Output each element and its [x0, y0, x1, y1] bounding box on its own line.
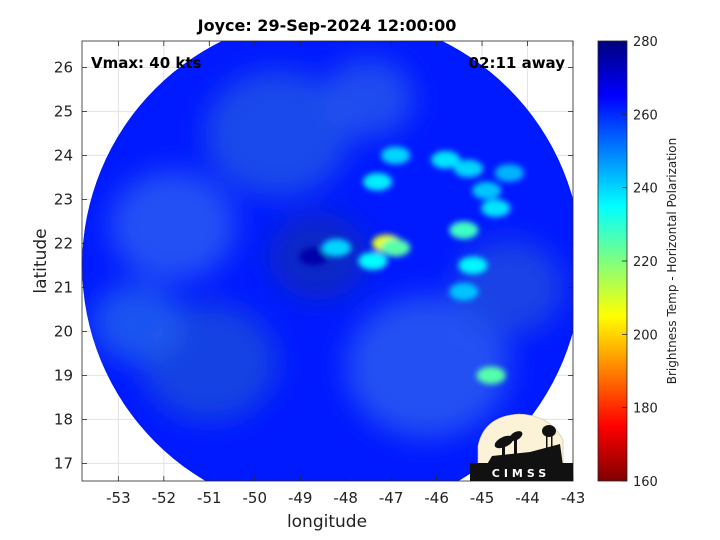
y-tick-label: 23: [54, 190, 73, 208]
colorbar-tick-label: 260: [633, 108, 658, 123]
x-tick-label: -52: [152, 489, 177, 507]
x-tick-label: -49: [288, 489, 313, 507]
colorbar-tick-label: 180: [633, 402, 658, 417]
bt-feature: [476, 366, 506, 385]
bt-feature: [481, 199, 511, 217]
colorbar-tick-label: 280: [633, 35, 658, 50]
bt-feature: [431, 151, 461, 169]
swath-texture-blob: [204, 70, 351, 197]
swath-group: [82, 41, 573, 481]
colorbar-label: Brightness Temp - Horizontal Polarizatio…: [665, 138, 679, 385]
bt-feature: [362, 173, 393, 191]
colorbar-tick-label: 220: [633, 255, 658, 270]
x-tick-label: -44: [515, 489, 540, 507]
logo-band: [470, 463, 573, 481]
x-tick-label: -46: [424, 489, 449, 507]
vmax-annotation: Vmax: 40 kts: [91, 54, 201, 72]
bt-feature: [494, 164, 524, 182]
bt-feature: [299, 247, 329, 266]
bt-feature: [458, 256, 488, 275]
swath-texture-blob: [109, 170, 237, 282]
colorbar-tick-label: 160: [633, 475, 658, 490]
x-tick-label: -50: [243, 489, 268, 507]
y-tick-label: 24: [54, 146, 73, 164]
swath-texture-blob: [322, 58, 414, 138]
logo-text: CIMSS: [492, 467, 550, 480]
bt-feature: [358, 252, 388, 270]
colorbar-ticks: 160 180 200 220 240 260 280: [622, 35, 658, 490]
y-tick-label: 19: [54, 366, 73, 384]
bt-feature: [472, 181, 502, 200]
x-tick-label: -51: [197, 489, 222, 507]
logo-dishes-icon: [486, 425, 563, 466]
x-tick-label: -48: [333, 489, 358, 507]
y-tick-label: 25: [54, 102, 73, 120]
bt-feature: [381, 239, 411, 257]
feature-layer: [299, 146, 524, 385]
y-axis-ticks: 17 18 19 20 21 22 23 24 25 26: [54, 58, 573, 472]
x-tick-label: -53: [106, 489, 131, 507]
colorbar-tick-label: 200: [633, 328, 658, 343]
chart-title: Joyce: 29-Sep-2024 12:00:00: [197, 16, 457, 35]
bt-feature: [453, 159, 483, 178]
y-tick-label: 20: [54, 322, 73, 340]
y-axis-label: latitude: [31, 228, 51, 293]
y-tick-label: 26: [54, 58, 73, 76]
x-tick-label: -47: [379, 489, 404, 507]
x-axis-label: longitude: [287, 512, 367, 532]
cimss-logo: CIMSS: [470, 413, 573, 481]
swath-texture-blob: [91, 283, 183, 363]
bt-feature: [449, 283, 479, 301]
y-tick-label: 18: [54, 410, 73, 428]
bt-feature: [381, 146, 411, 165]
colorbar-tick-label: 240: [633, 182, 658, 197]
y-tick-label: 17: [54, 454, 73, 472]
bt-feature: [322, 239, 352, 257]
bt-feature: [449, 221, 479, 239]
y-tick-label: 21: [54, 278, 73, 296]
x-tick-label: -45: [470, 489, 495, 507]
x-axis-ticks: -53 -52 -51 -50 -49 -48 -47 -46 -45 -44 -43: [106, 41, 585, 507]
swath-texture-blob: [345, 295, 510, 438]
time-away-annotation: 02:11 away: [469, 54, 566, 72]
y-tick-label: 22: [54, 234, 73, 252]
x-tick-label: -43: [561, 489, 586, 507]
plot-frame: [81, 40, 574, 482]
